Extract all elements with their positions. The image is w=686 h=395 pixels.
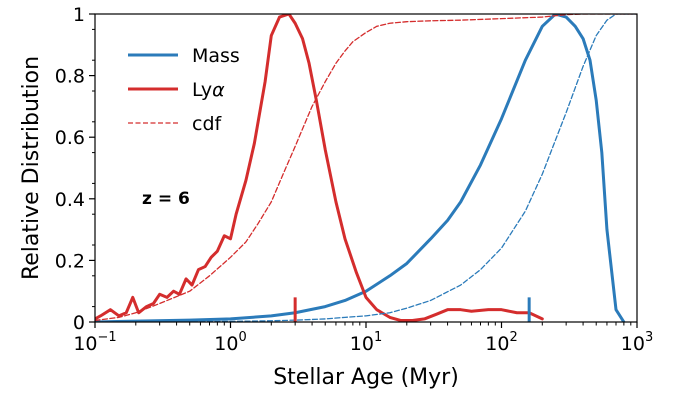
y-tick-label: 0.4 xyxy=(55,189,85,211)
series-line-ly- xyxy=(95,14,544,322)
y-tick-label: 0.2 xyxy=(55,250,85,272)
legend: Mass Lyα cdf xyxy=(128,45,240,135)
y-axis-label: Relative Distribution xyxy=(19,56,44,280)
x-tick-label: 100 xyxy=(214,330,246,355)
x-tick-label: 102 xyxy=(485,330,517,355)
legend-label: cdf xyxy=(192,113,223,135)
plot-layer xyxy=(95,14,637,322)
series-line-cdf xyxy=(95,14,637,322)
legend-label: Mass xyxy=(192,45,240,67)
y-tick-label: 0 xyxy=(73,312,85,334)
x-axis-label: Stellar Age (Myr) xyxy=(273,365,459,390)
series-group xyxy=(95,14,637,322)
x-tick-label: 101 xyxy=(350,330,382,355)
y-tick-label: 1 xyxy=(73,4,85,26)
series-line-mass xyxy=(95,14,626,322)
y-tick-label: 0.6 xyxy=(55,127,85,149)
axes-layer: 0 0.2 0.4 0.6 0.8 1 10−1 100 101 102 103 xyxy=(55,4,653,355)
legend-label: Lyα xyxy=(192,79,225,101)
y-tick-label: 0.8 xyxy=(55,66,85,88)
annotation-redshift: z = 6 xyxy=(142,189,190,209)
x-tick-label: 103 xyxy=(621,330,653,355)
series-line-mass-cdf xyxy=(95,14,637,322)
x-tick-label: 10−1 xyxy=(73,330,116,355)
